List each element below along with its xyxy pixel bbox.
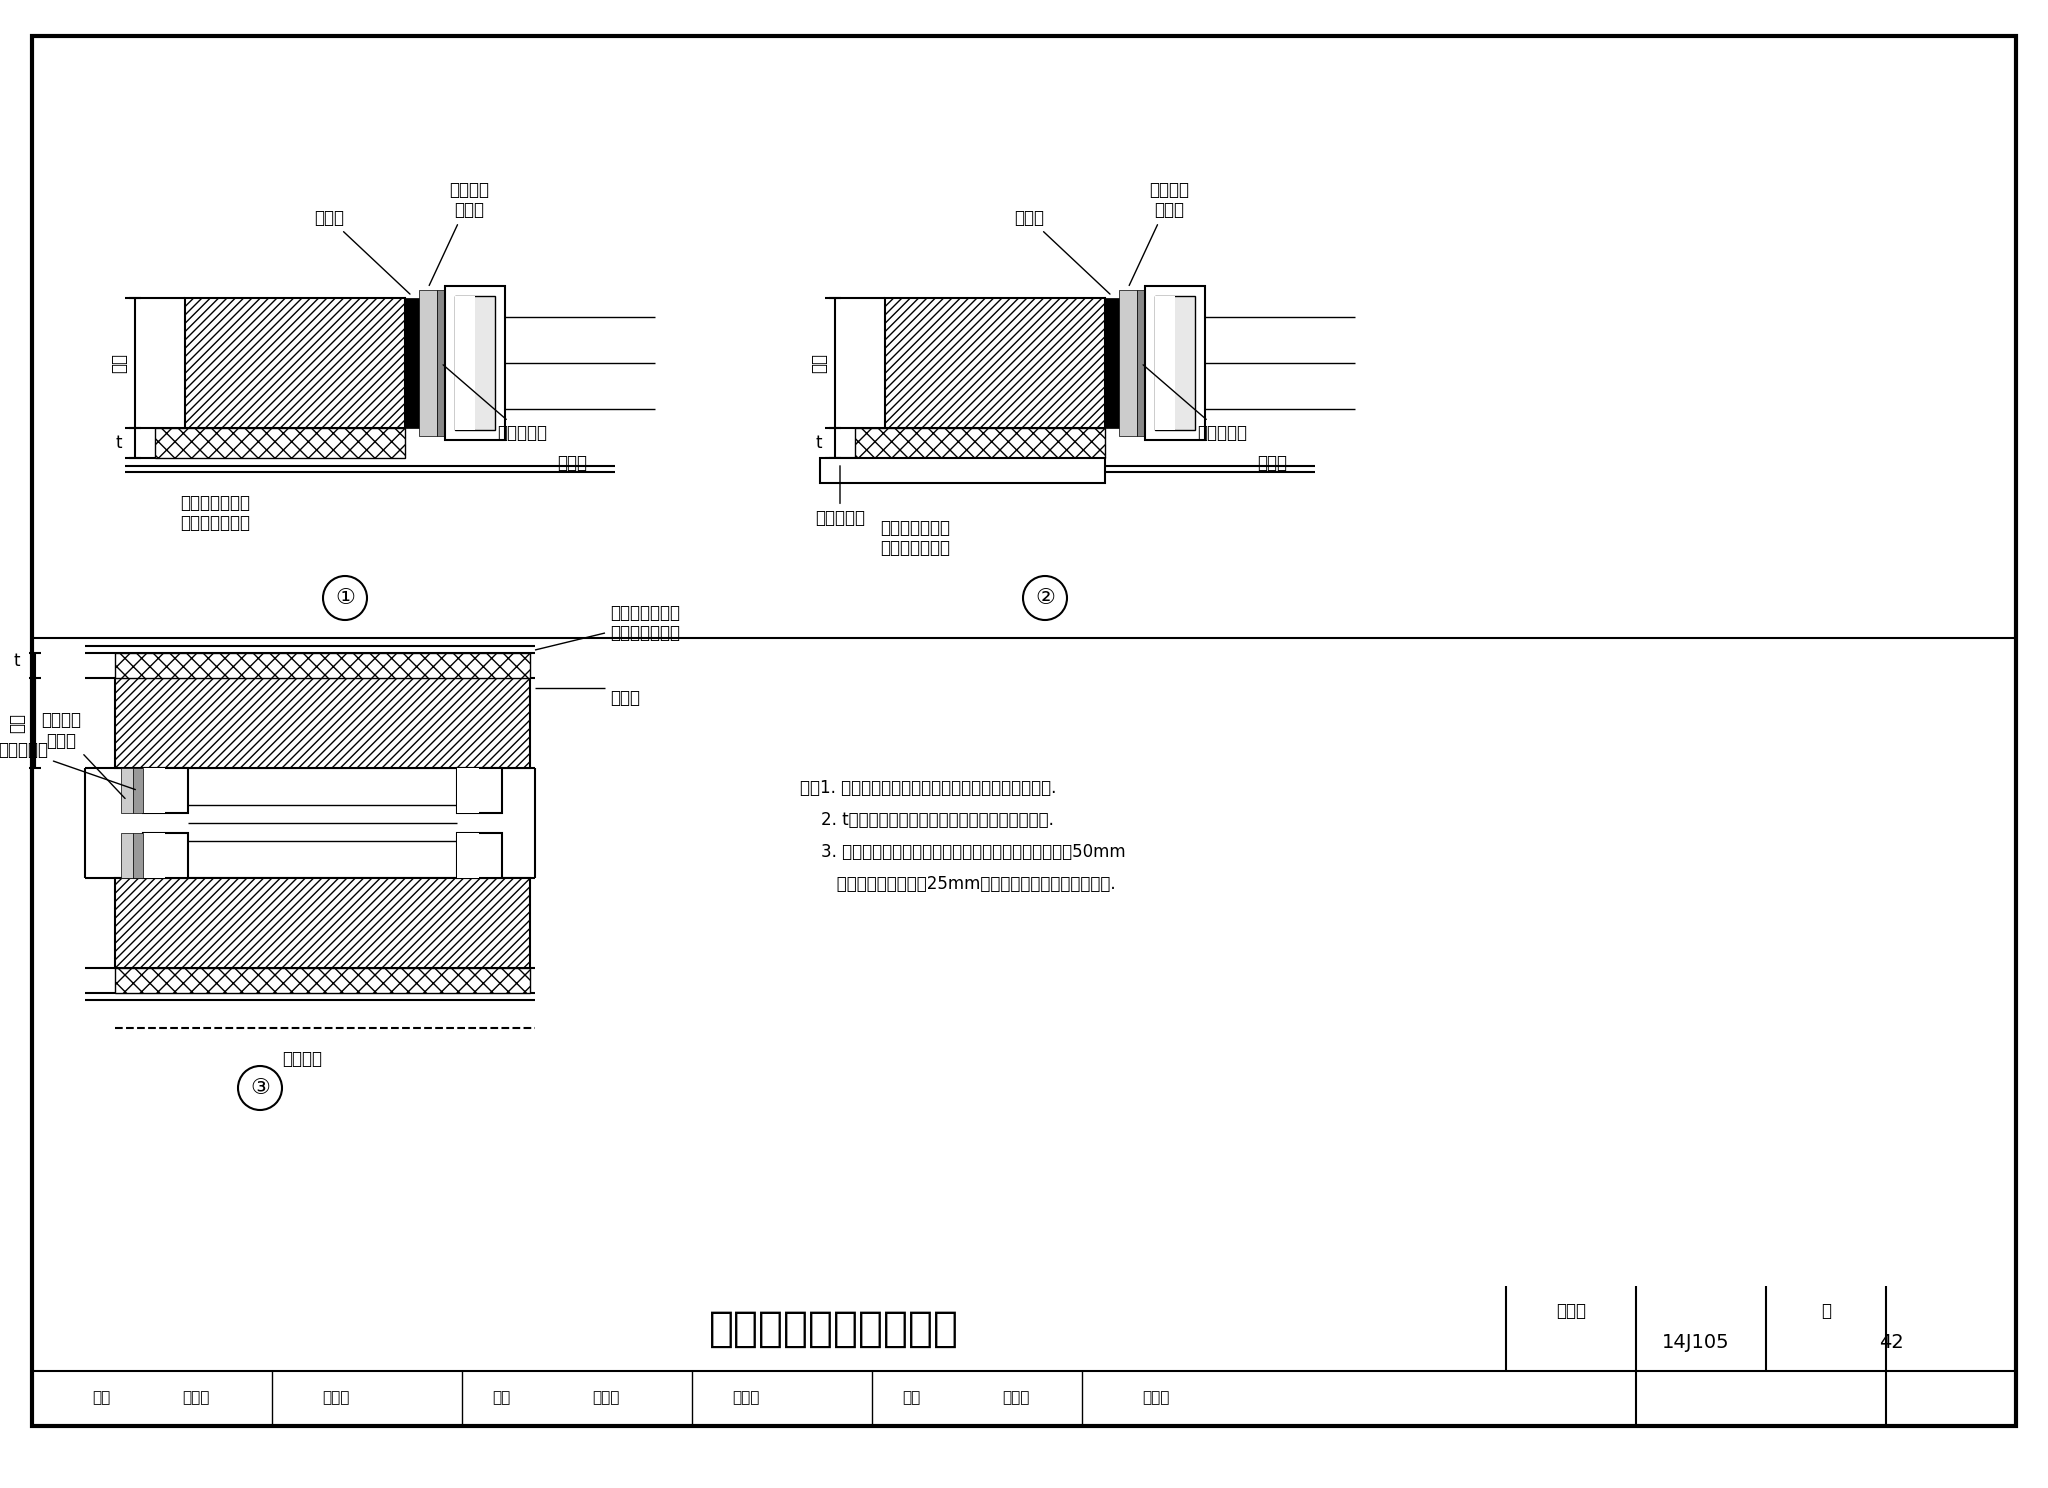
Text: 刘新栋: 刘新栋 — [1001, 1390, 1030, 1406]
Bar — [420, 290, 436, 436]
Text: ②: ② — [1034, 588, 1055, 609]
Bar — [457, 833, 502, 878]
Bar — [143, 768, 166, 812]
Bar — [885, 298, 1106, 429]
Text: 涧南桥: 涧南桥 — [1143, 1390, 1169, 1406]
Text: 注：1. 窗与墙交接处以弹性填充材料和建筑密封膏填充.: 注：1. 窗与墙交接处以弹性填充材料和建筑密封膏填充. — [801, 780, 1057, 798]
Text: 外饰面及外墙防
水层按工程设计: 外饰面及外墙防 水层按工程设计 — [180, 494, 250, 533]
Bar — [406, 298, 420, 429]
Text: 图集号: 图集号 — [1556, 1302, 1585, 1320]
Text: 墙厚: 墙厚 — [8, 713, 27, 734]
Bar — [115, 679, 530, 768]
Bar — [143, 768, 188, 812]
Bar — [121, 833, 133, 878]
Text: 校对: 校对 — [492, 1390, 510, 1406]
Text: 外饰面及外墙防
水层按工程设计: 外饰面及外墙防 水层按工程设计 — [881, 519, 950, 558]
Bar — [854, 429, 1106, 458]
Text: 42: 42 — [1878, 1333, 1903, 1353]
Text: 室内窗台: 室内窗台 — [283, 1051, 322, 1068]
Bar — [457, 768, 502, 812]
Bar — [1155, 296, 1176, 430]
Bar — [115, 969, 530, 992]
Text: 内饰面: 内饰面 — [1014, 208, 1110, 295]
Bar — [143, 833, 166, 878]
Text: 发泡聚氨
酯灌缝: 发泡聚氨 酯灌缝 — [430, 180, 489, 286]
Bar — [143, 833, 188, 878]
Text: 审核: 审核 — [92, 1390, 111, 1406]
Bar — [1155, 296, 1194, 430]
Text: 墙厚: 墙厚 — [111, 353, 127, 373]
Bar — [1137, 290, 1145, 436]
Text: 孙燕心: 孙燕心 — [592, 1390, 618, 1406]
Text: 外保温墙体窗侧口构造: 外保温墙体窗侧口构造 — [709, 1308, 958, 1350]
Bar — [455, 296, 475, 430]
Bar — [156, 429, 406, 458]
Text: 保温层: 保温层 — [557, 454, 588, 472]
Bar — [819, 458, 1106, 484]
Text: 建筑密封膏: 建筑密封膏 — [442, 365, 547, 442]
Text: 左右，即每侧缝隙为25mm，以保证洞口侧面保温层厚度.: 左右，即每侧缝隙为25mm，以保证洞口侧面保温层厚度. — [801, 875, 1116, 893]
Text: 墙厚: 墙厚 — [811, 353, 827, 373]
Bar — [436, 290, 444, 436]
Bar — [115, 653, 530, 679]
Bar — [184, 298, 406, 429]
Text: t: t — [117, 434, 123, 452]
Text: 发泡聚氨
酯灌缝: 发泡聚氨 酯灌缝 — [1128, 180, 1190, 286]
Text: 温和枇: 温和枇 — [322, 1390, 350, 1406]
Text: 2. t为保温层厚度，可参考本图集热工性能表选用.: 2. t为保温层厚度，可参考本图集热工性能表选用. — [801, 811, 1055, 829]
Text: 加三厂: 加三厂 — [731, 1390, 760, 1406]
Text: 14J105: 14J105 — [1663, 1333, 1731, 1353]
Text: 建筑密封膏: 建筑密封膏 — [1143, 365, 1247, 442]
Text: ①: ① — [336, 588, 354, 609]
Text: 建筑密封膏: 建筑密封膏 — [0, 741, 135, 790]
Text: 页: 页 — [1821, 1302, 1831, 1320]
Bar — [133, 768, 143, 812]
Text: 保温层: 保温层 — [1257, 454, 1286, 472]
Text: 发泡聚氨
酯灌缝: 发泡聚氨 酯灌缝 — [41, 711, 125, 799]
Bar — [444, 286, 506, 440]
Bar — [1145, 286, 1204, 440]
Text: 3. 采用保温做法时，设计门窗框外侧尺寸比洞口尺寸小50mm: 3. 采用保温做法时，设计门窗框外侧尺寸比洞口尺寸小50mm — [801, 844, 1126, 862]
Bar — [1106, 298, 1118, 429]
Bar — [457, 768, 479, 812]
Text: 内饰面: 内饰面 — [313, 208, 410, 295]
Text: 设计: 设计 — [901, 1390, 920, 1406]
Text: 外饰面及外墙防
水层按工程设计: 外饰面及外墙防 水层按工程设计 — [610, 604, 680, 643]
Bar — [121, 768, 133, 812]
Text: 潘嘉凝: 潘嘉凝 — [182, 1390, 209, 1406]
Bar — [133, 833, 143, 878]
Bar — [1118, 290, 1137, 436]
Bar — [457, 833, 479, 878]
Bar — [115, 878, 530, 969]
Text: 保温层: 保温层 — [610, 689, 639, 707]
Text: 按工程设计: 按工程设计 — [815, 466, 864, 527]
Text: t: t — [815, 434, 821, 452]
Text: t: t — [14, 652, 20, 670]
Bar — [455, 296, 496, 430]
Text: ③: ③ — [250, 1077, 270, 1098]
